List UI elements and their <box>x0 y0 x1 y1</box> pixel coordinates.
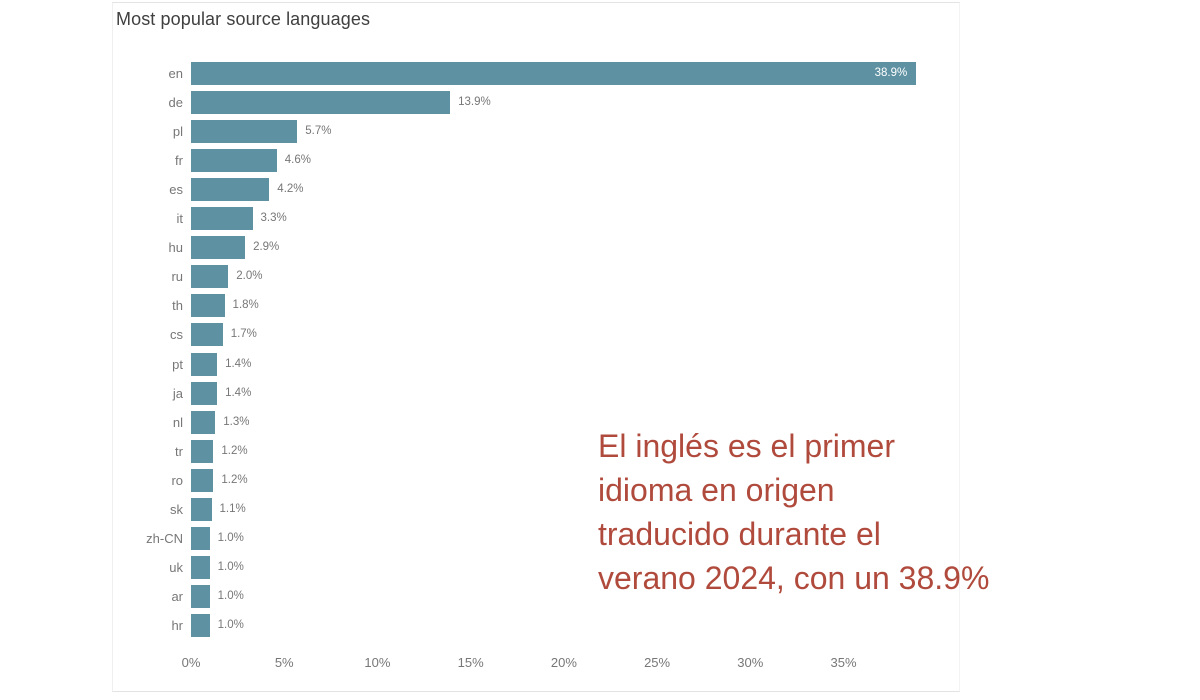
bar[interactable] <box>191 410 216 434</box>
x-axis-tick-label: 0% <box>181 655 201 670</box>
category-label: ru <box>171 269 183 285</box>
bar-chart-visual: Most popular source languages en 38.9% de 1… <box>112 2 960 692</box>
x-axis-tick-label: 35% <box>830 655 857 670</box>
bar[interactable] <box>191 149 277 173</box>
bar[interactable] <box>191 497 212 521</box>
category-label: de <box>168 95 183 111</box>
value-label: 2.9% <box>253 241 280 254</box>
value-label: 4.6% <box>284 154 311 167</box>
value-label: 5.7% <box>305 125 332 138</box>
annotation-line: verano 2024, con un 38.9% <box>598 560 990 596</box>
bar-row: nl 1.3% <box>113 410 959 434</box>
category-label: sk <box>170 501 183 517</box>
bar[interactable] <box>191 236 246 260</box>
bar[interactable] <box>191 120 298 144</box>
category-label: nl <box>172 414 183 430</box>
annotation-line: traducido durante el <box>598 516 881 552</box>
bar-row: ar 1.0% <box>113 584 959 608</box>
category-label: en <box>168 66 183 81</box>
value-label: 1.0% <box>217 589 244 602</box>
category-label: pt <box>172 356 183 372</box>
value-label: 13.9% <box>458 96 491 109</box>
value-label: 3.3% <box>260 212 287 225</box>
bar-row: cs 1.7% <box>113 323 959 347</box>
value-label: 1.8% <box>232 299 259 312</box>
bar[interactable] <box>191 468 214 492</box>
value-label: 1.7% <box>230 328 257 341</box>
value-label: 1.3% <box>223 415 250 428</box>
category-label: fr <box>175 153 183 169</box>
bar-row: ru 2.0% <box>113 265 959 289</box>
chart-title: Most popular source languages <box>116 9 371 29</box>
bar[interactable] <box>191 555 210 579</box>
bar[interactable] <box>191 613 210 637</box>
bar[interactable] <box>191 178 270 202</box>
category-label: th <box>172 298 183 314</box>
bar-row: fr 4.6% <box>113 149 959 173</box>
bar[interactable] <box>191 62 917 85</box>
annotation-line: El inglés es el primer <box>598 428 895 464</box>
bar[interactable] <box>191 439 214 463</box>
bar-row: hu 2.9% <box>113 236 959 260</box>
category-label: ar <box>171 588 183 604</box>
bar-row: ja 1.4% <box>113 381 959 405</box>
x-axis: 0% 5% 10% 15% 20% 25% 30% 35% <box>113 655 959 677</box>
category-label: it <box>176 211 184 227</box>
bar[interactable] <box>191 584 210 608</box>
category-label: tr <box>175 443 183 459</box>
bar-row: sk 1.1% <box>113 497 959 521</box>
bar-row: en 38.9% <box>113 62 959 85</box>
value-label: 1.2% <box>221 473 248 486</box>
category-label: ro <box>171 472 183 488</box>
annotation-line: idioma en origen <box>598 472 835 508</box>
x-axis-tick-label: 15% <box>457 655 484 670</box>
annotation-text: El inglés es el primer idioma en origen … <box>598 424 1118 600</box>
bar-row: es 4.2% <box>113 178 959 202</box>
value-label: 1.0% <box>217 618 244 631</box>
category-label: es <box>169 182 183 198</box>
x-axis-tick-label: 20% <box>550 655 577 670</box>
value-label: 1.0% <box>217 560 244 573</box>
category-label: uk <box>169 559 183 575</box>
category-label: pl <box>172 124 183 140</box>
category-label: ja <box>172 385 183 401</box>
bar-row: it 3.3% <box>113 207 959 231</box>
bar-row: tr 1.2% <box>113 439 959 463</box>
value-label: 38.9% <box>874 67 908 79</box>
value-label: 4.2% <box>277 183 304 196</box>
bar-row: de 13.9% <box>113 91 959 115</box>
value-label: 1.4% <box>225 357 252 370</box>
bar-row: ro 1.2% <box>113 468 959 492</box>
plot-area: en 38.9% de 13.9% pl 5.7% fr 4.6% es 4.2% it 3.3% hu… <box>113 3 959 691</box>
bar[interactable] <box>191 352 218 376</box>
bar[interactable] <box>191 294 225 318</box>
bar[interactable] <box>191 91 451 115</box>
category-label: hr <box>171 617 183 633</box>
bar-row: hr 1.0% <box>113 613 959 637</box>
value-label: 1.4% <box>225 386 252 399</box>
bar[interactable] <box>191 323 223 347</box>
bar[interactable] <box>191 265 229 289</box>
x-axis-tick-label: 25% <box>644 655 671 670</box>
x-axis-tick-label: 5% <box>274 655 294 670</box>
x-axis-tick-label: 30% <box>737 655 764 670</box>
category-label: zh-CN <box>146 530 183 546</box>
bar[interactable] <box>191 207 253 231</box>
bar-row: pl 5.7% <box>113 120 959 144</box>
value-label: 1.2% <box>221 444 248 457</box>
value-label: 1.1% <box>219 502 246 515</box>
category-label: hu <box>168 240 183 256</box>
bar-row: th 1.8% <box>113 294 959 318</box>
bar-row: zh-CN 1.0% <box>113 526 959 550</box>
bar-row: uk 1.0% <box>113 555 959 579</box>
x-axis-tick-label: 10% <box>364 655 391 670</box>
bar[interactable] <box>191 526 210 550</box>
bar-row: pt 1.4% <box>113 352 959 376</box>
value-label: 1.0% <box>217 531 244 544</box>
bar[interactable] <box>191 381 218 405</box>
value-label: 2.0% <box>236 270 263 283</box>
category-label: cs <box>170 327 183 343</box>
